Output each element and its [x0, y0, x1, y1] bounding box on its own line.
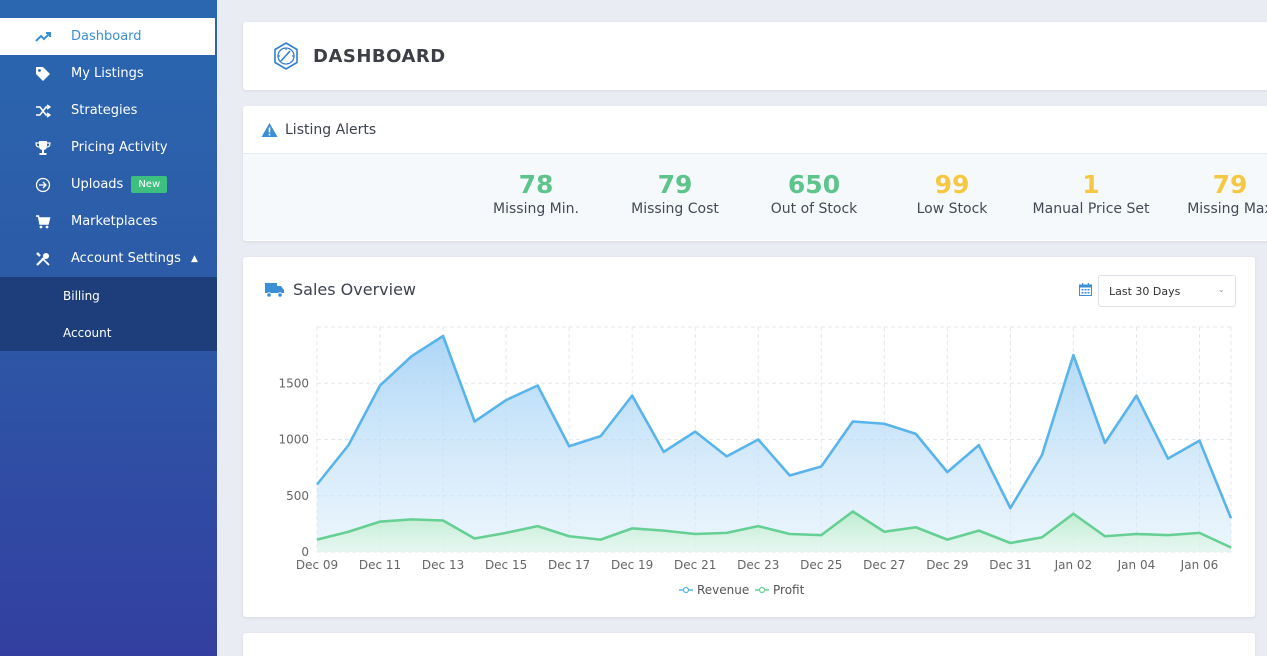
sidebar-item-strategies[interactable]: Strategies: [0, 92, 217, 129]
stat-label: Missing Cost: [631, 201, 719, 217]
x-tick-label: Dec 09: [296, 558, 338, 572]
series-line-profit: [316, 510, 1232, 549]
legend-label: Profit: [773, 583, 805, 597]
shuffle-icon: [0, 103, 71, 119]
x-tick-label: Dec 23: [737, 558, 779, 572]
speedometer-icon: [274, 42, 298, 70]
stat-label: Manual Price Set: [1032, 201, 1150, 217]
sidebar-subitem-billing[interactable]: Billing: [0, 277, 217, 314]
x-tick-label: Jan 02: [1054, 558, 1093, 572]
x-tick-label: Dec 31: [989, 558, 1031, 572]
sidebar-item-label: Account Settings: [71, 251, 181, 266]
sidebar-item-dashboard[interactable]: Dashboard: [0, 18, 215, 55]
calendar-icon: [1079, 283, 1092, 296]
sidebar-item-pricing-activity[interactable]: Pricing Activity: [0, 129, 217, 166]
x-tick-label: Dec 29: [926, 558, 968, 572]
warning-icon: [261, 122, 278, 137]
stat-label: Missing Min.: [493, 201, 579, 217]
page-title: DASHBOARD: [313, 45, 446, 67]
page-header: DASHBOARD: [243, 22, 1267, 90]
legend-marker: [758, 586, 766, 594]
chevron-down-icon: ⌄: [1217, 285, 1225, 295]
trend-up-icon: [0, 29, 71, 45]
stat-manual-price-set[interactable]: 1 Manual Price Set: [1016, 170, 1166, 217]
series-area-profit: [317, 511, 1231, 552]
x-tick-label: Dec 21: [674, 558, 716, 572]
cart-icon: [0, 214, 71, 230]
y-tick-label: 500: [286, 489, 309, 503]
sidebar-item-label: Uploads: [71, 177, 124, 192]
listing-alerts-panel: Listing Alerts 78 Missing Min. 79 Missin…: [243, 106, 1267, 241]
date-range-select[interactable]: Last 30 Days ⌄: [1098, 275, 1236, 307]
new-badge: New: [131, 176, 168, 193]
stat-label: Low Stock: [916, 201, 988, 217]
tools-icon: [0, 251, 71, 267]
x-tick-label: Dec 13: [422, 558, 464, 572]
stat-value: 650: [787, 170, 841, 199]
x-tick-label: Dec 15: [485, 558, 527, 572]
sidebar-item-my-listings[interactable]: My Listings: [0, 55, 217, 92]
next-panel: [243, 633, 1255, 656]
sidebar-item-label: Marketplaces: [71, 214, 158, 229]
listing-alerts-header: Listing Alerts: [243, 106, 1267, 154]
series-area-revenue: [317, 336, 1231, 552]
x-tick-label: Jan 04: [1117, 558, 1156, 572]
x-tick-label: Dec 19: [611, 558, 653, 572]
x-tick-label: Dec 25: [800, 558, 842, 572]
stat-low-stock[interactable]: 99 Low Stock: [877, 170, 1027, 217]
x-tick-label: Jan 06: [1180, 558, 1219, 572]
sales-overview-title: Sales Overview: [293, 279, 416, 299]
sidebar-subitem-label: Account: [63, 325, 112, 340]
sidebar-subitem-account[interactable]: Account: [0, 314, 217, 351]
sidebar-item-marketplaces[interactable]: Marketplaces: [0, 203, 217, 240]
sidebar-nav: Dashboard My Listings Strategies Pricing…: [0, 18, 217, 351]
listing-alerts-title: Listing Alerts: [285, 121, 377, 138]
stat-value: 1: [1082, 170, 1100, 199]
y-tick-label: 1000: [278, 433, 309, 447]
chevron-up-icon: ▲: [190, 253, 198, 264]
x-tick-label: Dec 27: [863, 558, 905, 572]
sidebar-item-label: Dashboard: [71, 29, 142, 44]
sidebar-item-account-settings[interactable]: Account Settings ▲: [0, 240, 217, 277]
stat-value: 79: [1212, 170, 1248, 199]
stat-missing-min[interactable]: 78 Missing Min.: [461, 170, 611, 217]
truck-icon: [265, 283, 284, 298]
sidebar-item-uploads[interactable]: Uploads New: [0, 166, 217, 203]
sidebar-item-label: Pricing Activity: [71, 140, 168, 155]
date-range-value: Last 30 Days: [1109, 284, 1181, 298]
sales-overview-header: Sales Overview: [264, 279, 416, 299]
sales-overview-panel: 0 500 1000 1500 Dec 09 Dec 11 Dec 13 Dec 15 Dec …: [243, 257, 1255, 617]
stat-label: Out of Stock: [770, 201, 858, 217]
y-tick-label: 0: [301, 545, 309, 559]
upload-circle-icon: [0, 177, 71, 193]
stat-value: 99: [934, 170, 970, 199]
sidebar-item-label: My Listings: [71, 66, 144, 81]
listing-alerts-stats: 78 Missing Min. 79 Missing Cost 650 Out …: [243, 154, 1267, 240]
sidebar-item-label: Strategies: [71, 103, 138, 118]
stat-missing-cost[interactable]: 79 Missing Cost: [600, 170, 750, 217]
sales-chart: 0 500 1000 1500 Dec 09 Dec 11 Dec 13 Dec 15 Dec …: [278, 326, 1233, 597]
stat-out-of-stock[interactable]: 650 Out of Stock: [739, 170, 889, 217]
sidebar-subitem-label: Billing: [63, 288, 100, 303]
stat-label: Missing Max: [1187, 201, 1267, 217]
y-tick-label: 1500: [278, 376, 309, 390]
legend-label: Revenue: [697, 583, 749, 597]
stat-value: 79: [657, 170, 693, 199]
legend-marker: [682, 586, 690, 594]
stat-missing-max[interactable]: 79 Missing Max: [1155, 170, 1267, 217]
x-tick-label: Dec 17: [548, 558, 590, 572]
account-settings-submenu: Billing Account: [0, 277, 217, 351]
trophy-icon: [0, 140, 71, 156]
stat-value: 78: [518, 170, 554, 199]
sidebar: Dashboard My Listings Strategies Pricing…: [0, 0, 217, 656]
x-tick-label: Dec 11: [359, 558, 401, 572]
tag-icon: [0, 66, 71, 82]
series-line-revenue: [315, 334, 1233, 519]
